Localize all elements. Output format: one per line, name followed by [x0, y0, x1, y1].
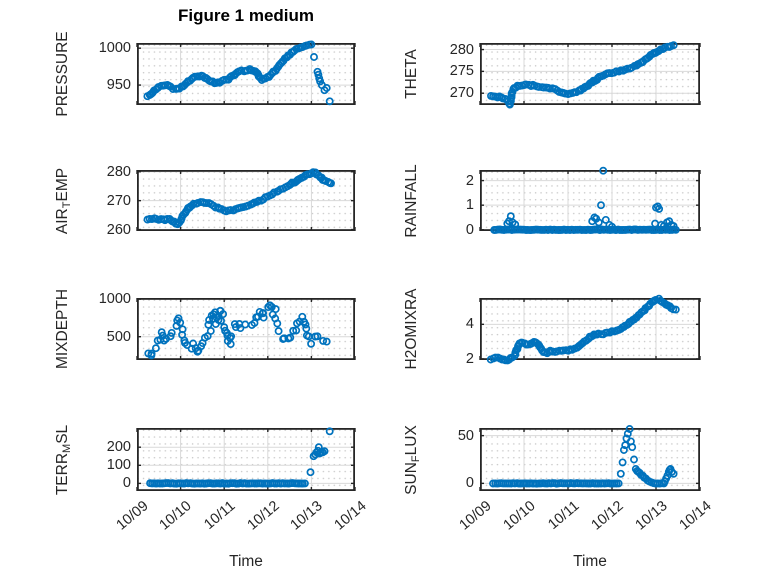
xtick-label: 10/13 [287, 498, 326, 534]
ylabel-text: PRESSURE [54, 31, 71, 117]
ylabel-text: AIR [54, 207, 71, 234]
ytick-label: 50 [457, 427, 474, 444]
ytick-label: 2 [465, 172, 474, 189]
figure-title: Figure 1 medium [177, 6, 315, 25]
ylabel-h2omixra: H2OMIXRA [403, 289, 421, 370]
data-points [144, 301, 331, 360]
plot-area-h2omixra [479, 294, 701, 365]
plot-area-mixdepth [136, 297, 356, 361]
data-points [489, 425, 678, 488]
plot-area-rainfall [479, 166, 701, 235]
xtick-label: 10/14 [331, 498, 370, 534]
xtick-label: 10/09 [456, 498, 495, 534]
ylabel-text: LUX [403, 424, 420, 455]
ytick-label: 1000 [98, 291, 131, 308]
ylabel-text: H2OMIXRA [403, 288, 420, 370]
ytick-label: 270 [106, 192, 131, 209]
ylabel-theta: THETA [403, 49, 421, 99]
ylabel-text: SUN [403, 461, 420, 495]
ylabel-text: TERR [54, 452, 71, 495]
subplot-terr-msl [136, 427, 356, 492]
data-points [486, 294, 680, 365]
plot-area-air-temp [136, 168, 356, 232]
ylabel-text: M [61, 443, 73, 453]
ytick-label: 1000 [98, 40, 131, 57]
subplot-air-temp [136, 168, 356, 232]
axes-frame [479, 297, 700, 361]
axes-frame [136, 297, 355, 361]
ylabel-sun-flux: SUNFLUX [403, 424, 422, 495]
ylabel-text: SL [54, 424, 71, 444]
ylabel-pressure: PRESSURE [54, 31, 72, 116]
xtick-label: 10/14 [676, 498, 715, 534]
data-points [487, 41, 678, 109]
ytick-label: 100 [106, 457, 131, 474]
ytick-label: 1 [465, 197, 474, 214]
ylabel-text: T [61, 201, 73, 208]
subplot-theta [479, 41, 701, 109]
xtick-label: 10/10 [156, 498, 195, 534]
data-points [143, 40, 334, 106]
ytick-label: 280 [449, 41, 474, 58]
xtick-label: 10/11 [201, 498, 239, 533]
ylabel-mixdepth: MIXDEPTH [54, 289, 72, 369]
ytick-label: 500 [106, 328, 131, 345]
subplot-pressure [136, 40, 356, 106]
data-points [146, 427, 334, 488]
minor-grid [138, 299, 354, 359]
ytick-label: 260 [106, 221, 131, 238]
ytick-label: 280 [106, 163, 131, 180]
ylabel-text: EMP [54, 167, 71, 202]
axes-frame [136, 42, 355, 106]
ytick-label: 200 [106, 439, 131, 456]
xtick-label: 10/12 [588, 498, 627, 534]
data-points [143, 168, 335, 229]
ylabel-text: F [410, 454, 422, 462]
xtick-label: 10/11 [545, 498, 583, 533]
subplot-h2omixra [479, 294, 701, 365]
minor-grid [481, 44, 699, 104]
ylabel-air-temp: AIRTEMP [54, 167, 73, 234]
xtick-label: 10/13 [632, 498, 671, 534]
subplot-sun-flux [479, 425, 701, 492]
ytick-label: 0 [122, 475, 131, 492]
subplot-mixdepth [136, 297, 356, 361]
axes-frame [479, 42, 700, 106]
ylabel-text: MIXDEPTH [54, 288, 71, 370]
plot-area-terr-msl [136, 427, 356, 492]
ytick-label: 950 [106, 77, 131, 94]
ylabel-text: THETA [403, 49, 420, 99]
axes-frame [479, 427, 700, 492]
ytick-label: 270 [449, 85, 474, 102]
axes-frame [136, 427, 355, 492]
xaxis-title: Time [229, 553, 263, 570]
ylabel-terr-msl: TERRMSL [54, 424, 73, 495]
plot-area-sun-flux [479, 425, 701, 492]
xtick-label: 10/10 [500, 498, 539, 534]
ylabel-text: RAINFALL [403, 163, 420, 238]
axes-frame [136, 169, 355, 232]
ylabel-rainfall: RAINFALL [403, 164, 421, 237]
xtick-label: 10/12 [244, 498, 283, 534]
data-points [490, 166, 680, 235]
subplot-rainfall [479, 166, 701, 235]
plot-area-pressure [136, 40, 356, 106]
ytick-label: 0 [465, 221, 474, 238]
ytick-label: 0 [465, 475, 474, 492]
ytick-label: 4 [465, 316, 474, 333]
ytick-label: 275 [449, 63, 474, 80]
ytick-label: 2 [465, 350, 474, 367]
xaxis-title: Time [573, 553, 607, 570]
xtick-label: 10/09 [113, 498, 152, 534]
plot-area-theta [479, 41, 701, 109]
